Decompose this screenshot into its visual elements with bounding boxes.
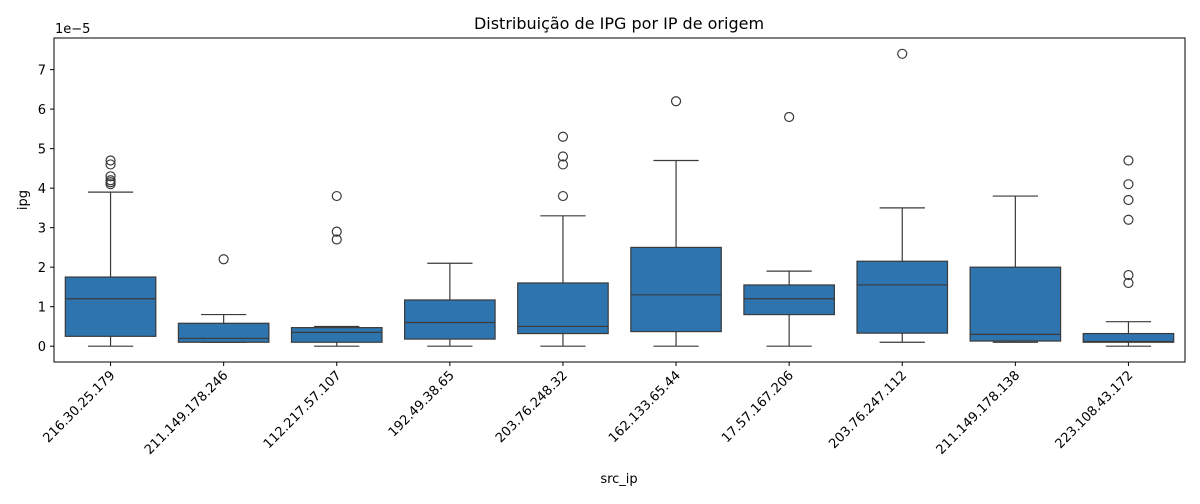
outlier-point (1123, 277, 1134, 289)
outlier-point (105, 175, 116, 186)
outlier-point (105, 171, 116, 182)
x-axis-label: src_ip (600, 472, 637, 487)
outlier-point (331, 190, 342, 202)
y-tick-label: 2 (38, 261, 46, 276)
box-iqr (630, 246, 722, 333)
box-iqr (743, 284, 835, 316)
x-tick-label: 162.133.65.44 (606, 368, 684, 446)
box-iqr (856, 260, 949, 334)
y-tick-label: 0 (38, 340, 46, 355)
box-iqr (64, 276, 157, 337)
box-iqr (404, 299, 496, 340)
x-tick-label: 203.76.248.32 (493, 368, 571, 446)
outlier-point (557, 151, 569, 162)
plot-area-frame (53, 37, 1186, 363)
outlier-point (1123, 179, 1134, 190)
box-iqr (517, 282, 609, 335)
x-tick-label: 211.149.178.246 (142, 368, 232, 458)
x-tick-label: 223.108.43.172 (1053, 368, 1137, 452)
outlier-point (557, 190, 569, 202)
x-tick-label: 216.30.25.179 (41, 368, 119, 446)
outlier-point (218, 254, 229, 265)
x-tick-label: 211.149.178.138 (934, 368, 1024, 458)
outlier-point (1123, 155, 1134, 166)
outlier-point (557, 131, 569, 142)
outlier-point (670, 96, 682, 107)
y-tick-label: 4 (38, 182, 46, 197)
outlier-point (1123, 194, 1134, 206)
x-tick-label: 17.57.167.206 (719, 368, 797, 446)
y-tick-label: 3 (38, 222, 46, 237)
x-tick-label: 192.49.38.65 (386, 368, 458, 440)
box-iqr (177, 322, 270, 343)
outlier-point (105, 155, 116, 166)
y-tick-label: 5 (38, 143, 46, 158)
box-iqr (1082, 332, 1175, 343)
outlier-point (784, 111, 795, 123)
outlier-point (1123, 214, 1134, 225)
x-tick-label: 203.76.247.112 (826, 368, 910, 452)
y-axis-label: ipg (16, 190, 31, 210)
y-tick-label: 1 (38, 301, 46, 316)
x-tick-label: 112.217.57.107 (261, 368, 345, 452)
chart-title: Distribuição de IPG por IP de origem (474, 14, 764, 33)
outlier-point (557, 159, 569, 170)
y-tick-label: 7 (38, 64, 46, 79)
outlier-point (1123, 269, 1134, 281)
y-axis-offset-label: 1e−5 (55, 22, 90, 37)
y-tick-label: 6 (38, 103, 46, 118)
outlier-point (105, 159, 116, 170)
box-iqr (290, 327, 383, 343)
outlier-point (331, 234, 342, 245)
outlier-point (331, 226, 342, 237)
outlier-point (897, 48, 908, 59)
box-iqr (969, 266, 1062, 342)
